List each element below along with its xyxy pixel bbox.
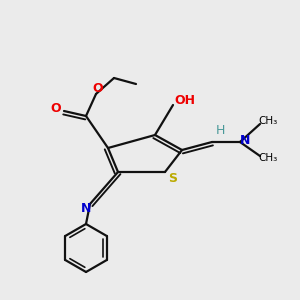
Text: CH₃: CH₃ bbox=[258, 153, 278, 163]
Text: H: H bbox=[215, 124, 225, 136]
Text: CH₃: CH₃ bbox=[258, 116, 278, 126]
Text: OH: OH bbox=[175, 94, 196, 106]
Text: O: O bbox=[93, 82, 103, 95]
Text: O: O bbox=[51, 103, 61, 116]
Text: S: S bbox=[169, 172, 178, 185]
Text: N: N bbox=[81, 202, 91, 215]
Text: N: N bbox=[240, 134, 250, 146]
